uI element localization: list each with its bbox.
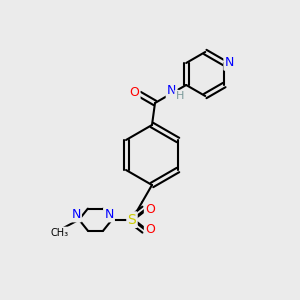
Text: N: N	[104, 208, 114, 221]
Text: CH₃: CH₃	[51, 228, 69, 238]
Text: O: O	[130, 86, 139, 100]
Text: O: O	[145, 203, 155, 216]
Text: N: N	[167, 85, 176, 98]
Text: N: N	[225, 56, 234, 70]
Text: S: S	[128, 213, 136, 226]
Text: N: N	[71, 208, 81, 221]
Text: H: H	[176, 91, 184, 101]
Text: O: O	[145, 223, 155, 236]
